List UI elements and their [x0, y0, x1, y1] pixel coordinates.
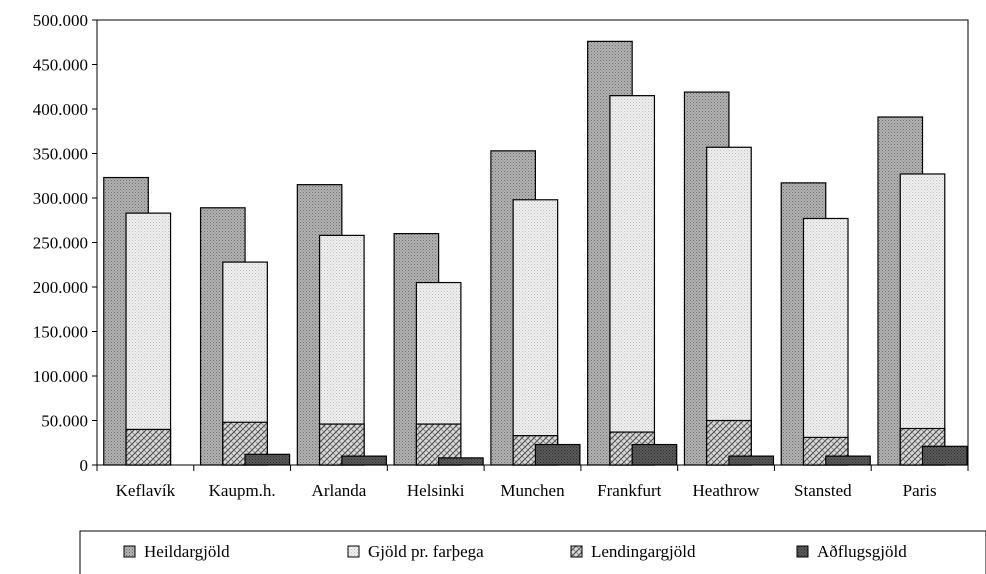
- bars-group: [103, 40, 968, 466]
- bar-adflugsgjold: [341, 455, 387, 466]
- legend-heildargjold: Heildargjöld: [123, 542, 230, 561]
- legend-box: [79, 530, 986, 574]
- x-axis: Keflavík Kaupm.h. Arlanda Helsinki Munchen Fr…: [96, 465, 969, 500]
- y-tick-label: 100.000: [33, 367, 88, 386]
- bar-adflugsgjold: [921, 445, 968, 466]
- legend-swatch: [796, 545, 809, 558]
- legend-swatch: [123, 545, 136, 558]
- x-category-label: Stansted: [794, 481, 852, 500]
- y-tick-label: 250.000: [33, 234, 88, 253]
- y-axis: 0 50.000 100.000 150.000 200.000 250.000 300.0…: [33, 11, 97, 475]
- x-category-label: Helsinki: [407, 481, 465, 500]
- bar-adflugsgjold: [631, 443, 678, 466]
- y-tick-label: 150.000: [33, 323, 88, 342]
- bar-gjold-pr-farthega: [706, 146, 752, 466]
- legend: Heildargjöld Gjöld pr. farþega Lendingargj…: [79, 530, 986, 574]
- y-tick-label: 50.000: [41, 412, 88, 431]
- y-tick-label: 200.000: [33, 278, 88, 297]
- legend-label: Gjöld pr. farþega: [368, 542, 484, 561]
- legend-label: Heildargjöld: [144, 542, 230, 561]
- bar-gjold-pr-farthega: [609, 95, 656, 466]
- y-tick-label: 450.000: [33, 56, 88, 75]
- x-category-label: Keflavík: [116, 481, 176, 500]
- x-category-label: Heathrow: [693, 481, 761, 500]
- legend-adflugsgjold: Aðflugsgjöld: [796, 542, 907, 561]
- x-category-label: Kaupm.h.: [209, 481, 276, 500]
- y-tick-label: 500.000: [33, 11, 88, 30]
- x-category-label: Munchen: [500, 481, 565, 500]
- x-category-label: Arlanda: [312, 481, 367, 500]
- y-tick-label: 300.000: [33, 189, 88, 208]
- y-tick-label: 400.000: [33, 100, 88, 119]
- legend-label: Aðflugsgjöld: [817, 542, 907, 561]
- bar-lendingargjold: [125, 428, 172, 466]
- legend-swatch: [347, 545, 360, 558]
- bar-adflugsgjold: [728, 455, 775, 466]
- bar-gjold-pr-farthega: [125, 212, 172, 466]
- bar-adflugsgjold: [244, 453, 291, 466]
- bar-adflugsgjold: [438, 457, 484, 466]
- bar-gjold-pr-farthega: [512, 199, 559, 466]
- legend-gjold-pr-farthega: Gjöld pr. farþega: [347, 542, 484, 561]
- legend-swatch: [570, 545, 583, 558]
- legend-lendingargjold: Lendingargjöld: [570, 542, 696, 561]
- x-category-label: Frankfurt: [597, 481, 661, 500]
- bar-gjold-pr-farthega: [899, 173, 946, 466]
- bar-gjold-pr-farthega: [802, 217, 849, 466]
- bar-adflugsgjold: [534, 443, 581, 466]
- y-tick-label: 0: [80, 456, 89, 475]
- bar-adflugsgjold: [825, 455, 871, 466]
- y-tick-label: 350.000: [33, 145, 88, 164]
- legend-label: Lendingargjöld: [591, 542, 696, 561]
- x-category-label: Paris: [903, 481, 937, 500]
